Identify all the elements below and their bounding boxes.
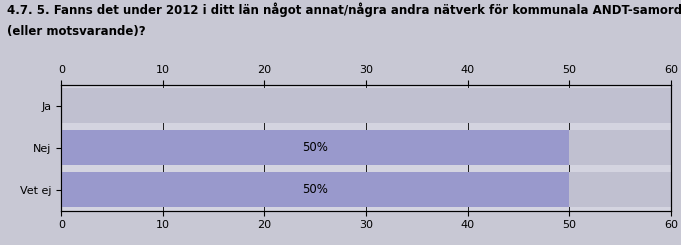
Bar (61, 172, 569, 207)
Bar (61, 130, 671, 165)
Text: 50%: 50% (302, 141, 328, 154)
Bar (61, 130, 569, 165)
Bar (61, 172, 671, 207)
Text: (eller motsvarande)?: (eller motsvarande)? (7, 24, 146, 37)
Bar (61, 88, 671, 123)
Text: 4.7. 5. Fanns det under 2012 i ditt län något annat/några andra nätverk för komm: 4.7. 5. Fanns det under 2012 i ditt län … (7, 2, 681, 17)
Text: 50%: 50% (302, 183, 328, 196)
